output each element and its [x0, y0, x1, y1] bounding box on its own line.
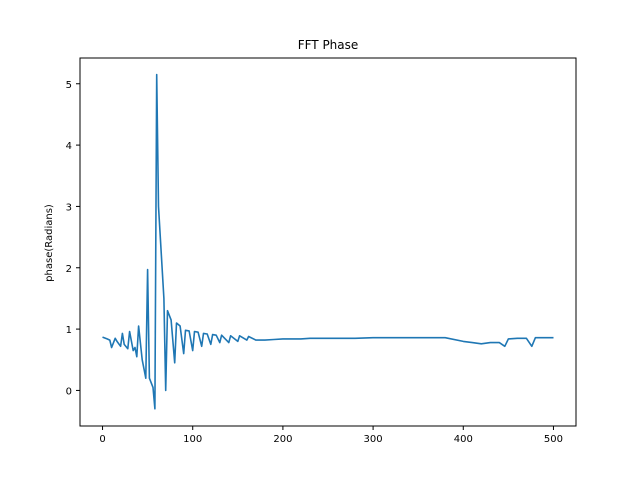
y-axis-ticks: 0 1 2 3 4 5: [66, 80, 80, 397]
x-tick-label: 100: [183, 434, 202, 445]
y-tick-label: 2: [66, 264, 72, 275]
y-tick-label: 0: [66, 386, 72, 397]
x-axis-ticks: 0 100 200 300 400 500: [99, 426, 563, 445]
y-axis-label: phase(Radians): [44, 204, 55, 282]
chart-title: FFT Phase: [298, 38, 359, 52]
y-tick-label: 5: [66, 80, 72, 91]
x-tick-label: 0: [99, 434, 105, 445]
x-tick-label: 300: [364, 434, 383, 445]
x-tick-label: 500: [544, 434, 563, 445]
series-line-0: [102, 73, 554, 410]
plot-area: [102, 73, 554, 410]
x-tick-label: 400: [454, 434, 473, 445]
y-tick-label: 1: [66, 325, 72, 336]
y-tick-label: 4: [66, 141, 72, 152]
y-tick-label: 3: [66, 202, 72, 213]
x-tick-label: 200: [273, 434, 292, 445]
axes-frame: [79, 57, 577, 427]
